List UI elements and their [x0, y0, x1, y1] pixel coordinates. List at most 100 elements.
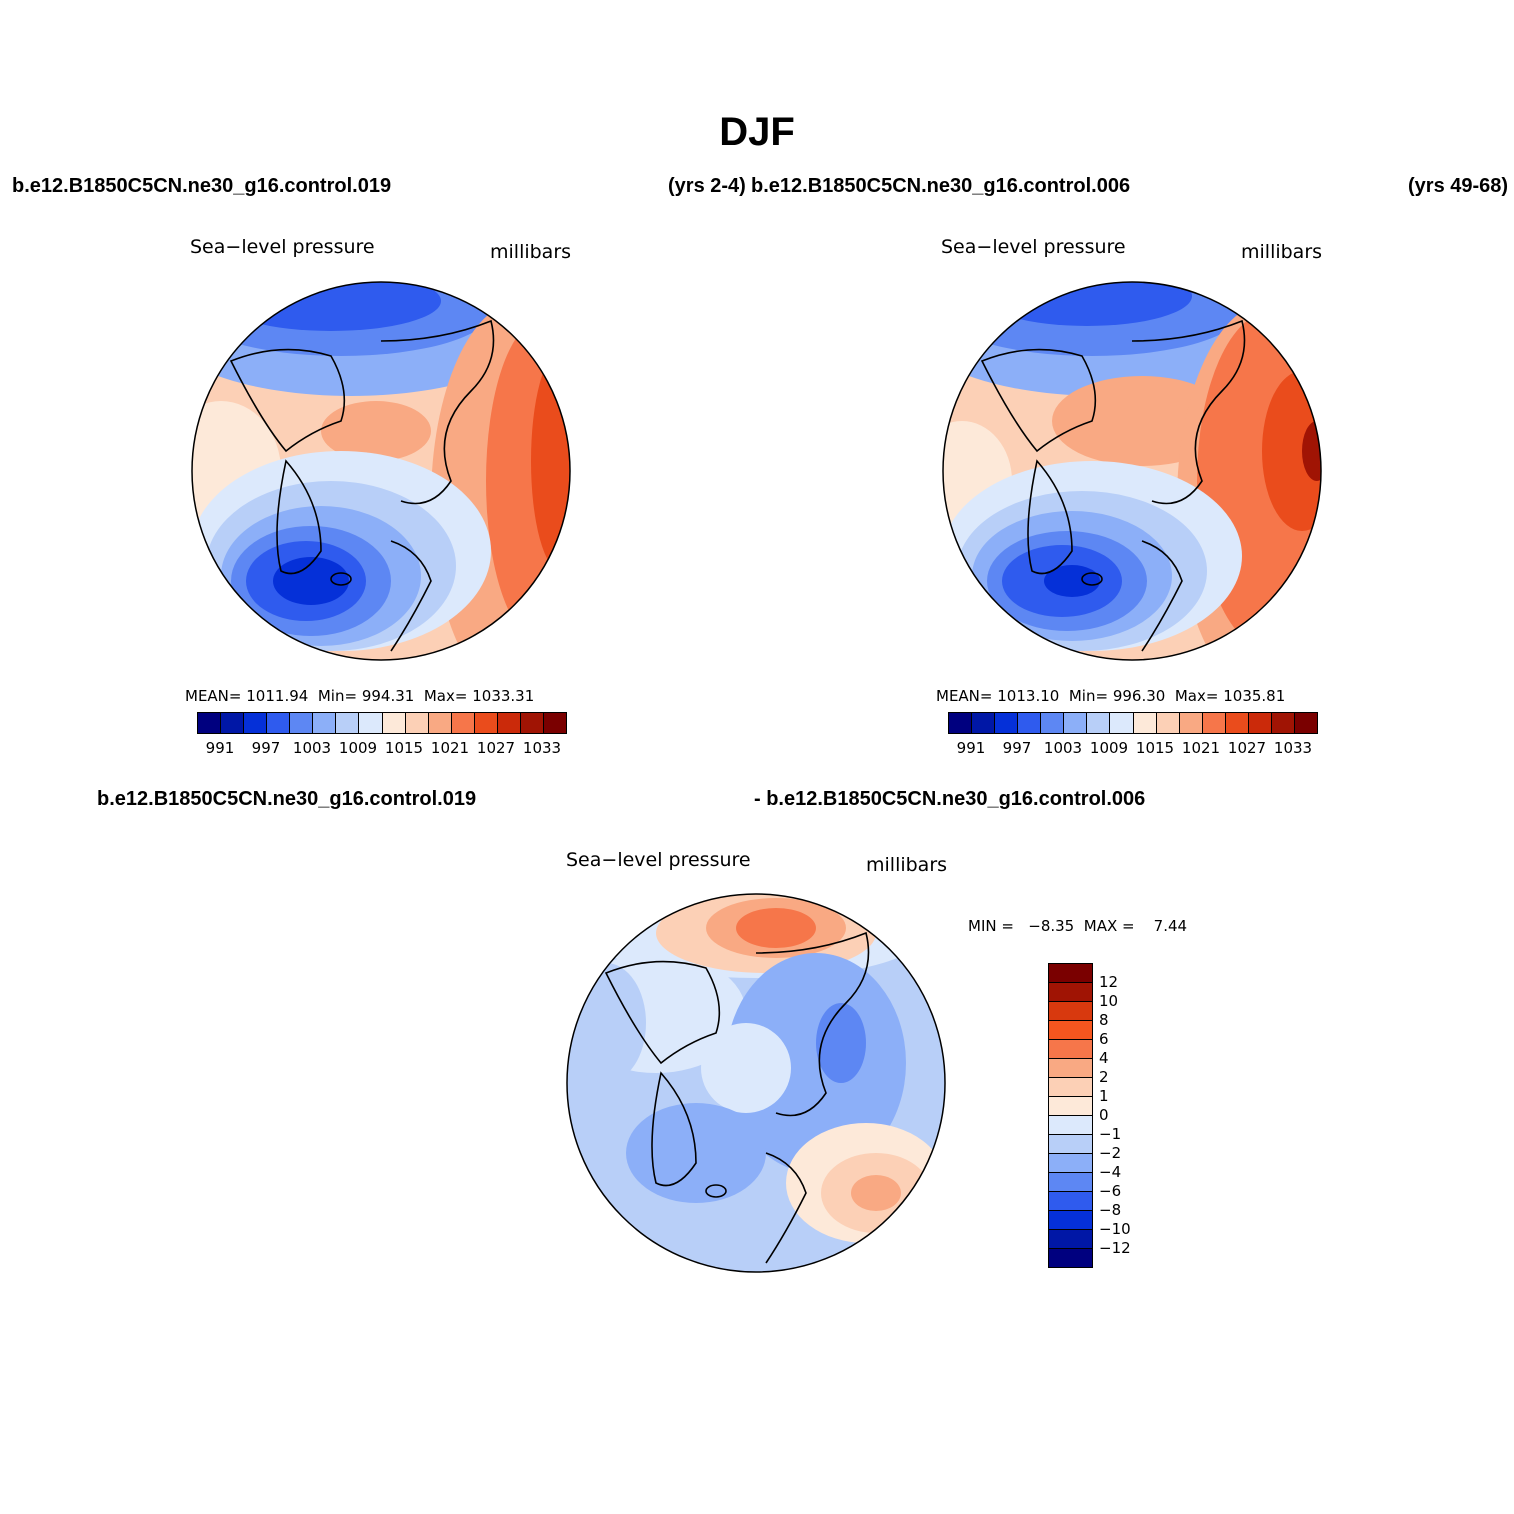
diff-colorbar	[1048, 963, 1093, 1268]
panel-a-max: 1033.31	[472, 687, 535, 705]
colorbar-swatch-15	[543, 713, 566, 733]
diff-max-label: MAX =	[1083, 917, 1135, 935]
colorbar-swatch-4	[1049, 1040, 1092, 1059]
colorbar-swatch-8	[1049, 1116, 1092, 1135]
panel-a-mean: 1011.94	[246, 687, 309, 705]
diff-panel-map	[566, 893, 946, 1273]
colorbar-tick-label: 10	[1099, 992, 1119, 1010]
colorbar-tick-label: −4	[1099, 1163, 1122, 1181]
diff-light-blue-center	[726, 953, 906, 1173]
colorbar-tick-label: 4	[1099, 1049, 1109, 1067]
colorbar-swatch-3	[1018, 713, 1042, 733]
diff-greenland	[651, 1071, 697, 1187]
colorbar-swatch-14	[520, 713, 544, 733]
colorbar-swatch-8	[382, 713, 406, 733]
panel-b-map-border	[942, 281, 1322, 661]
colorbar-swatch-12	[1049, 1192, 1092, 1211]
diff-salmon-southeast	[851, 1175, 901, 1211]
panel-b-max-label: Max=	[1174, 687, 1219, 705]
colorbar-swatch-9	[405, 713, 429, 733]
panel-a-map-border	[191, 281, 571, 661]
colorbar-tick-label: 1003	[1043, 739, 1083, 757]
panel-a-map	[191, 281, 571, 661]
panel-b-siberia-core	[1302, 421, 1321, 481]
colorbar-swatch-5	[313, 713, 337, 733]
colorbar-tick-label: 2	[1099, 1068, 1109, 1086]
colorbar-swatch-12	[1225, 713, 1249, 733]
diff-case-a-name: b.e12.B1850C5CN.ne30_g16.control.019	[97, 788, 477, 810]
colorbar-tick-label: 991	[956, 739, 986, 757]
panel-b-mean-label: MEAN=	[936, 687, 993, 705]
panel-a-mean-label: MEAN=	[185, 687, 242, 705]
panel-a-siberia-high	[531, 351, 570, 571]
diff-coast-2	[755, 931, 870, 1117]
colorbar-swatch-13	[1049, 1211, 1092, 1230]
panel-a-min-label: Min=	[317, 687, 358, 705]
colorbar-swatch-5	[1049, 1059, 1092, 1078]
colorbar-swatch-10	[1179, 713, 1203, 733]
colorbar-swatch-15	[1049, 1249, 1092, 1267]
colorbar-swatch-13	[1248, 713, 1272, 733]
colorbar-swatch-7	[359, 713, 383, 733]
panel-b-greenland	[1027, 459, 1073, 575]
colorbar-tick-label: −6	[1099, 1182, 1122, 1200]
colorbar-tick-label: −10	[1099, 1220, 1131, 1238]
colorbar-swatch-9	[1156, 713, 1180, 733]
case-a-years: (yrs 2-4)	[668, 175, 746, 197]
colorbar-swatch-6	[1049, 1078, 1092, 1097]
colorbar-swatch-14	[1271, 713, 1295, 733]
panel-a-min: 994.31	[361, 687, 415, 705]
panel-a-greenland	[276, 459, 322, 575]
colorbar-tick-label: 1027	[476, 739, 516, 757]
colorbar-tick-label: 1	[1099, 1087, 1109, 1105]
panel-a-low-aleutian-core	[221, 282, 441, 331]
colorbar-swatch-9	[1049, 1135, 1092, 1154]
colorbar-swatch-10	[1049, 1154, 1092, 1173]
colorbar-swatch-7	[1049, 1097, 1092, 1116]
diff-case-b-name: - b.e12.B1850C5CN.ne30_g16.control.006	[754, 788, 1146, 810]
colorbar-tick-label: −12	[1099, 1239, 1131, 1257]
colorbar-swatch-6	[336, 713, 360, 733]
colorbar-swatch-15	[1294, 713, 1317, 733]
colorbar-swatch-11	[1202, 713, 1226, 733]
colorbar-swatch-4	[290, 713, 314, 733]
colorbar-tick-label: 1009	[1089, 739, 1129, 757]
colorbar-tick-label: −2	[1099, 1144, 1122, 1162]
colorbar-swatch-4	[1041, 713, 1065, 733]
colorbar-swatch-14	[1049, 1230, 1092, 1249]
colorbar-tick-label: −8	[1099, 1201, 1122, 1219]
panel-b-low-aleutian-core	[982, 282, 1192, 326]
panel-b-coast-1	[980, 348, 1097, 453]
diff-map-border	[566, 893, 946, 1273]
panel-b-mean: 1013.10	[997, 687, 1060, 705]
diff-coast-1	[604, 960, 721, 1065]
panel-b-max: 1035.81	[1223, 687, 1286, 705]
diff-scandinavia	[765, 1152, 807, 1264]
colorbar-tick-label: 1015	[1135, 739, 1175, 757]
colorbar-swatch-1	[972, 713, 996, 733]
panel-a-stats: MEAN= 1011.94 Min= 994.31 Max= 1033.31	[185, 687, 534, 705]
colorbar-tick-label: 1003	[292, 739, 332, 757]
case-b-name: b.e12.B1850C5CN.ne30_g16.control.006	[751, 175, 1131, 197]
diff-orange-north	[736, 908, 816, 948]
colorbar-swatch-6	[1087, 713, 1111, 733]
case-b-years: (yrs 49-68)	[1408, 175, 1508, 197]
panel-b-title: Sea−level pressure	[941, 236, 1126, 258]
colorbar-swatch-3	[267, 713, 291, 733]
colorbar-swatch-7	[1110, 713, 1134, 733]
panel-a-title: Sea−level pressure	[190, 236, 375, 258]
panel-a-max-label: Max=	[423, 687, 468, 705]
colorbar-swatch-3	[1049, 1021, 1092, 1040]
diff-panel-title: Sea−level pressure	[566, 849, 751, 871]
panel-b-units: millibars	[1241, 241, 1323, 263]
colorbar-swatch-13	[497, 713, 521, 733]
colorbar-swatch-0	[949, 713, 973, 733]
panel-a-scandinavia	[390, 540, 432, 652]
colorbar-tick-label: 8	[1099, 1011, 1109, 1029]
colorbar-tick-label: 1033	[1273, 739, 1313, 757]
case-a-name: b.e12.B1850C5CN.ne30_g16.control.019	[12, 175, 392, 197]
panel-b-colorbar	[948, 712, 1318, 734]
colorbar-swatch-11	[451, 713, 475, 733]
panel-a-units: millibars	[490, 241, 572, 263]
panel-b-coast-2	[1131, 319, 1246, 505]
